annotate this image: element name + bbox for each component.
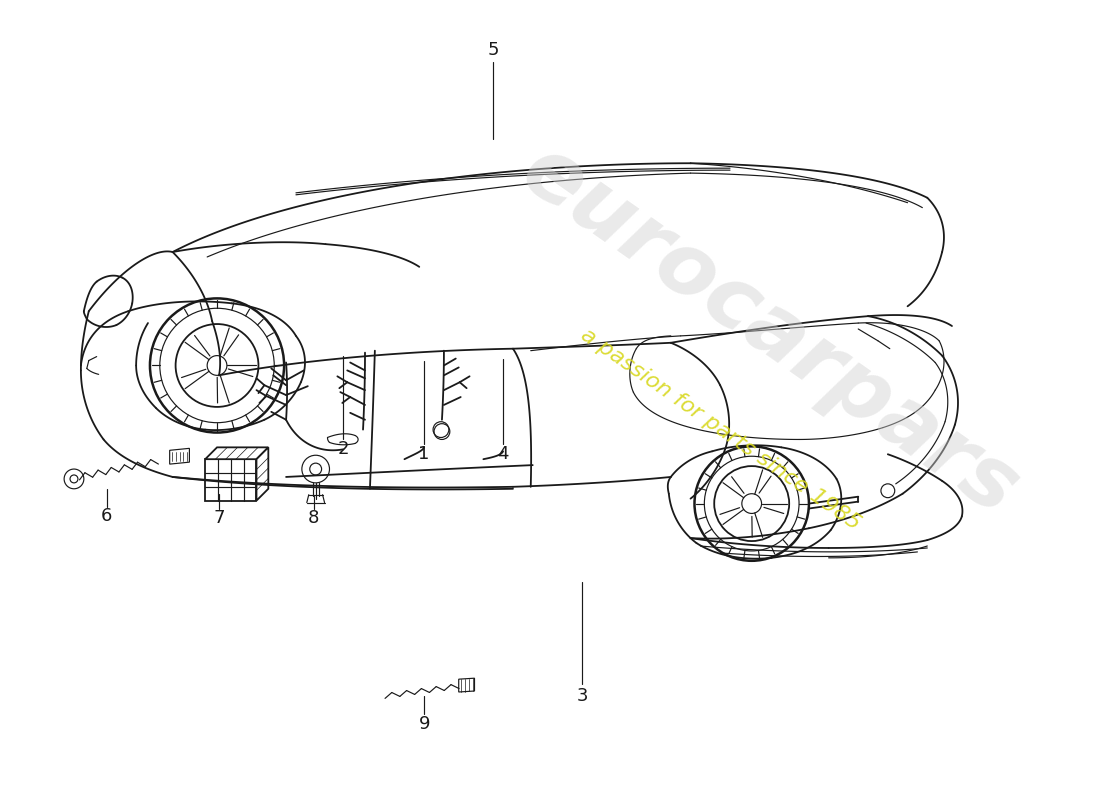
Text: 2: 2	[338, 440, 349, 458]
Circle shape	[310, 463, 321, 475]
Polygon shape	[206, 447, 268, 459]
Text: 6: 6	[101, 507, 112, 526]
Polygon shape	[169, 448, 189, 464]
Text: 7: 7	[213, 510, 224, 527]
Text: 1: 1	[418, 446, 430, 463]
Text: 5: 5	[487, 41, 499, 58]
Polygon shape	[459, 678, 474, 692]
Text: eurocarpars: eurocarpars	[505, 129, 1034, 533]
Text: 8: 8	[308, 510, 319, 527]
Text: 9: 9	[418, 714, 430, 733]
Text: 4: 4	[497, 446, 509, 463]
Bar	[206, 459, 256, 501]
Text: a passion for parts since 1985: a passion for parts since 1985	[576, 325, 864, 534]
Text: 3: 3	[576, 687, 587, 705]
Circle shape	[70, 475, 78, 483]
Polygon shape	[256, 447, 268, 501]
